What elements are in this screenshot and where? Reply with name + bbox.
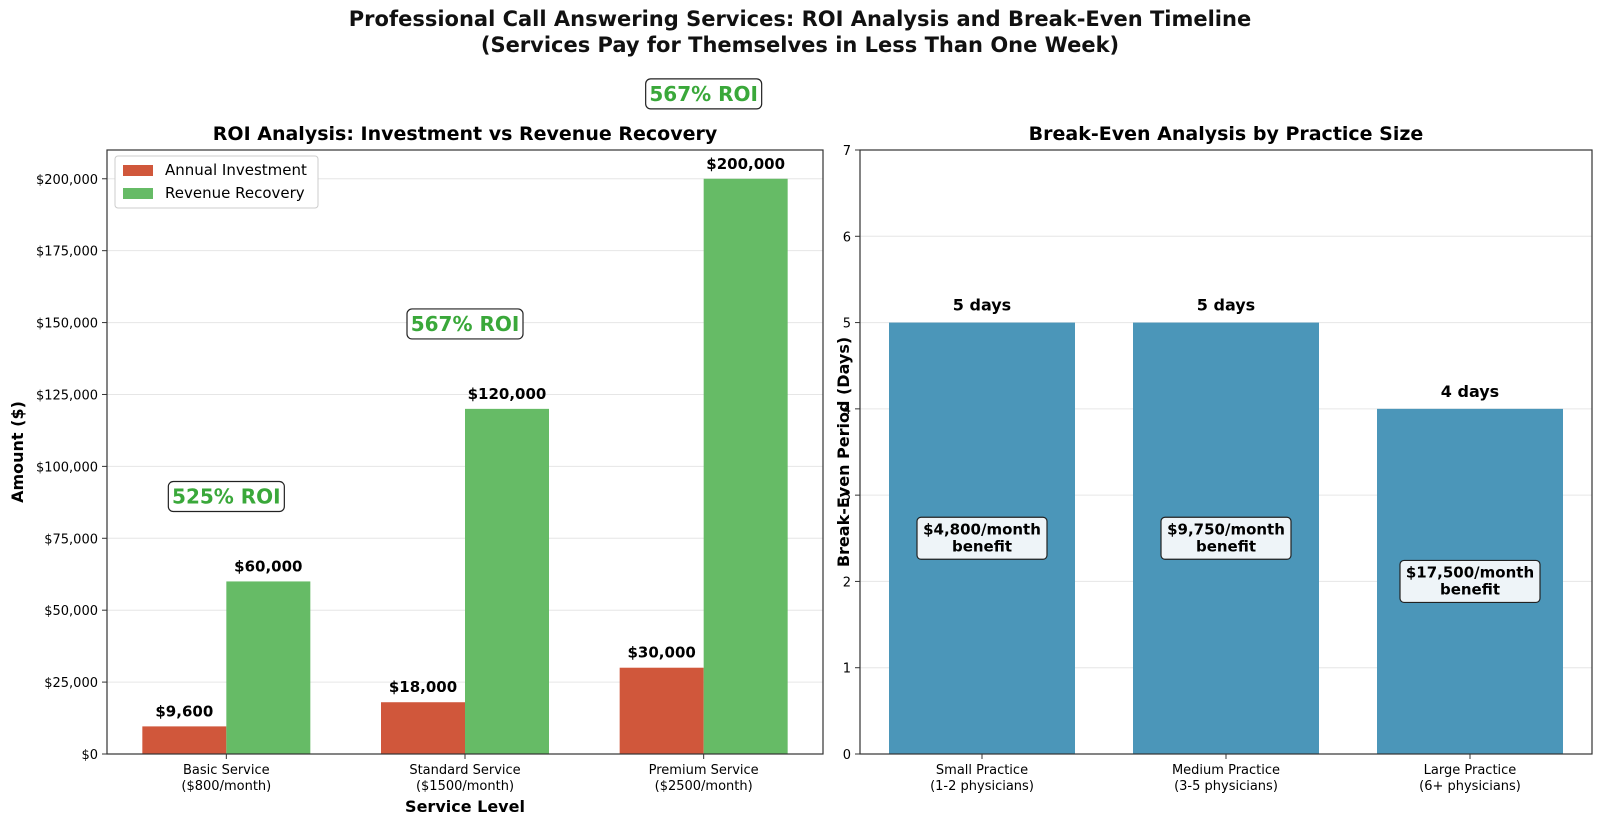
y-tick-label: $200,000 [36,173,98,188]
benefit-annotation: $4,800/month benefit [916,516,1048,560]
roi-annotation-box [406,308,524,340]
roi-annotation-label: 525% ROI [172,485,281,509]
revenue-bar [703,178,788,754]
bar-value-label: 5 days [1197,296,1255,315]
y-tick-label: 5 [843,317,851,332]
legend-label: Revenue Recovery [165,184,305,202]
investment-value-label: $30,000 [628,644,696,662]
roi-annotation-label: 567% ROI [411,312,520,336]
y-axis-title: Amount ($) [8,401,27,503]
roi-annotation-box [645,78,763,110]
x-tick-label: Medium Practice (3-5 physicians) [1172,763,1280,794]
chart-title: Break-Even Analysis by Practice Size [1029,123,1424,145]
y-tick-label: $175,000 [36,245,98,260]
x-tick-label: Standard Service ($1500/month) [409,763,520,794]
x-tick-label: Premium Service ($2500/month) [649,763,759,794]
investment-bar [381,702,465,754]
benefit-annotation: $9,750/month benefit [1160,516,1292,560]
legend-box [114,155,319,209]
x-tick-label: Basic Service ($800/month) [181,763,271,794]
y-tick-label: $50,000 [44,604,98,619]
revenue-bar [465,408,549,754]
plot-frame [106,149,824,755]
legend-swatch [123,165,153,176]
x-tick-label: Small Practice (1-2 physicians) [930,763,1034,794]
figure-title-line-1: Professional Call Answering Services: RO… [348,7,1252,31]
revenue-value-label: $200,000 [706,155,785,173]
y-tick-label: $25,000 [44,676,98,691]
bar-value-label: 5 days [953,296,1011,315]
y-axis-title: Break-Even Period (Days) [834,337,853,567]
figure-title: Professional Call Answering Services: RO… [0,6,1600,58]
y-tick-label: 3 [843,489,851,504]
y-tick-label: $75,000 [44,532,98,547]
benefit-annotation-box [916,516,1048,560]
revenue-bar [226,581,311,754]
roi-annotation: 525% ROI [167,480,285,513]
bar-value-label: 4 days [1441,382,1499,401]
benefit-annotation: $17,500/month benefit [1399,559,1541,604]
y-tick-label: 7 [843,144,851,159]
revenue-value-label: $60,000 [234,557,302,575]
revenue-value-label: $120,000 [468,385,547,403]
y-tick-label: 1 [843,662,851,677]
y-tick-label: 6 [843,230,851,245]
roi-annotation-box [167,480,285,513]
benefit-annotation-label: $9,750/month benefit [1167,520,1285,555]
x-axis-title: Service Level [405,797,525,816]
legend: Annual Investment Revenue Recovery [114,155,319,209]
roi-annotation: 567% ROI [406,308,524,340]
y-tick-label: $150,000 [36,317,98,332]
investment-value-label: $9,600 [155,702,213,720]
legend-label: Annual Investment [165,161,307,179]
benefit-annotation-box [1399,559,1541,604]
benefit-annotation-box [1160,516,1292,560]
roi-annotation: 567% ROI [645,78,763,110]
y-tick-label: 2 [843,575,851,590]
roi-annotation-label: 567% ROI [649,82,758,106]
y-tick-label: $100,000 [36,460,98,475]
x-tick-label: Large Practice (6+ physicians) [1419,763,1521,794]
investment-value-label: $18,000 [389,678,457,696]
investment-bar [142,726,227,754]
y-tick-label: $125,000 [36,388,98,403]
legend-swatch [123,188,153,199]
chart-title: ROI Analysis: Investment vs Revenue Reco… [213,123,718,145]
y-tick-label: $0 [81,748,98,763]
benefit-annotation-label: $4,800/month benefit [923,520,1041,555]
benefit-annotation-label: $17,500/month benefit [1406,563,1534,598]
y-tick-label: 0 [843,748,851,763]
y-tick-label: 4 [843,403,851,418]
investment-bar [619,667,704,754]
figure-title-line-2: (Services Pay for Themselves in Less Tha… [480,33,1120,57]
plot-frame [859,149,1593,755]
